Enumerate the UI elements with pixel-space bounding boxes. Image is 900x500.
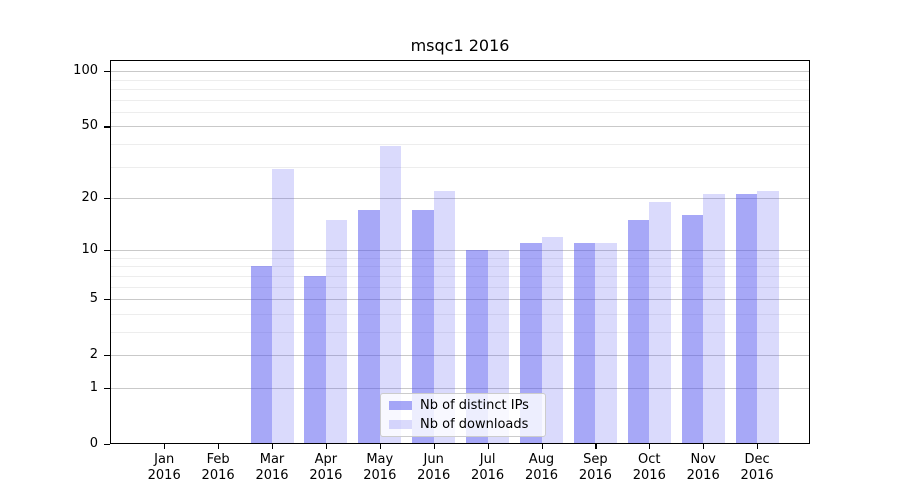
x-tick (433, 444, 435, 449)
y-tick-label: 50 (81, 118, 98, 134)
gridline-major (110, 126, 810, 128)
gridline-minor (110, 257, 810, 259)
x-tick-label: Aug 2016 (524, 452, 559, 483)
bar-downloads-jun (433, 190, 456, 444)
bar-distinct-ips-sep (573, 243, 596, 444)
bar-downloads-aug (541, 236, 563, 444)
y-tick-label: 0 (89, 435, 98, 451)
gridline-major (110, 197, 810, 199)
x-tick (218, 444, 220, 449)
bar-downloads-oct (649, 201, 671, 444)
x-tick-label: Nov 2016 (686, 452, 720, 483)
y-tick (104, 250, 110, 252)
gridline-minor (110, 99, 810, 101)
bar-distinct-ips-may (358, 210, 380, 444)
x-tick (379, 444, 381, 449)
gridline-major (110, 387, 810, 389)
gridline-minor (110, 266, 810, 268)
gridline-major (110, 298, 810, 300)
y-tick (104, 387, 110, 389)
bar-downloads-mar (272, 169, 294, 444)
x-tick (595, 444, 597, 449)
y-tick (104, 197, 110, 200)
x-tick-label: Mar 2016 (255, 452, 289, 483)
bar-distinct-ips-jun (412, 210, 434, 444)
gridline-minor (110, 144, 810, 145)
x-tick (541, 444, 543, 449)
y-tick (104, 126, 110, 128)
gridline-minor (110, 166, 810, 168)
bar-downloads-sep (595, 243, 617, 444)
x-tick (649, 444, 651, 449)
x-tick-label: Jul 2016 (471, 452, 505, 483)
bar-downloads-dec (757, 190, 779, 444)
gridline-major (110, 354, 810, 356)
legend: Nb of distinct IPs Nb of downloads (380, 393, 546, 437)
gridline-major (110, 71, 810, 73)
y-tick-label: 10 (81, 242, 98, 258)
y-tick (104, 71, 110, 73)
x-tick-label: Oct 2016 (632, 452, 666, 483)
bar-downloads-may (379, 145, 402, 444)
bar-distinct-ips-oct (627, 219, 650, 444)
x-tick-label: Apr 2016 (309, 452, 343, 483)
legend-swatch-downloads (389, 420, 412, 429)
y-tick-label: 5 (89, 290, 98, 306)
x-tick (325, 444, 328, 449)
gridline-minor (110, 313, 810, 315)
bar-downloads-apr (325, 219, 348, 444)
bar-distinct-ips-dec (735, 194, 758, 444)
legend-item-distinct-ips: Nb of distinct IPs (389, 398, 545, 413)
x-tick (164, 444, 166, 449)
x-tick-label: May 2016 (363, 452, 397, 483)
y-tick-label: 20 (81, 189, 98, 205)
bar-distinct-ips-apr (304, 275, 326, 444)
plot-area (110, 60, 810, 444)
x-tick (703, 444, 705, 449)
gridline-minor (110, 89, 810, 91)
x-tick-label: Jun 2016 (417, 452, 451, 483)
chart-title: msqc1 2016 (410, 36, 510, 55)
y-tick (104, 298, 110, 301)
x-tick-label: Jan 2016 (147, 452, 181, 483)
x-tick-label: Dec 2016 (740, 452, 774, 483)
y-tick-label: 2 (89, 346, 98, 362)
legend-label-distinct-ips: Nb of distinct IPs (420, 398, 529, 413)
bar-distinct-ips-nov (681, 215, 704, 444)
y-tick-label: 1 (89, 379, 98, 395)
gridline-minor (110, 331, 810, 333)
y-tick-label: 100 (73, 63, 98, 79)
bar-downloads-nov (703, 194, 725, 444)
legend-label-downloads: Nb of downloads (420, 417, 529, 432)
gridline-major (110, 250, 810, 252)
gridline-minor (110, 275, 810, 277)
x-tick (487, 444, 489, 449)
x-tick-label: Sep 2016 (578, 452, 612, 483)
legend-swatch-distinct-ips (389, 401, 412, 410)
bar-distinct-ips-mar (250, 266, 272, 444)
x-tick (272, 444, 274, 449)
y-tick (104, 354, 110, 357)
gridline-minor (110, 286, 810, 288)
y-tick (104, 443, 110, 445)
x-tick-label: Feb 2016 (201, 452, 235, 483)
gridline-minor (110, 111, 810, 113)
legend-item-downloads: Nb of downloads (389, 417, 545, 432)
gridline-minor (110, 79, 810, 81)
x-tick (757, 444, 759, 449)
